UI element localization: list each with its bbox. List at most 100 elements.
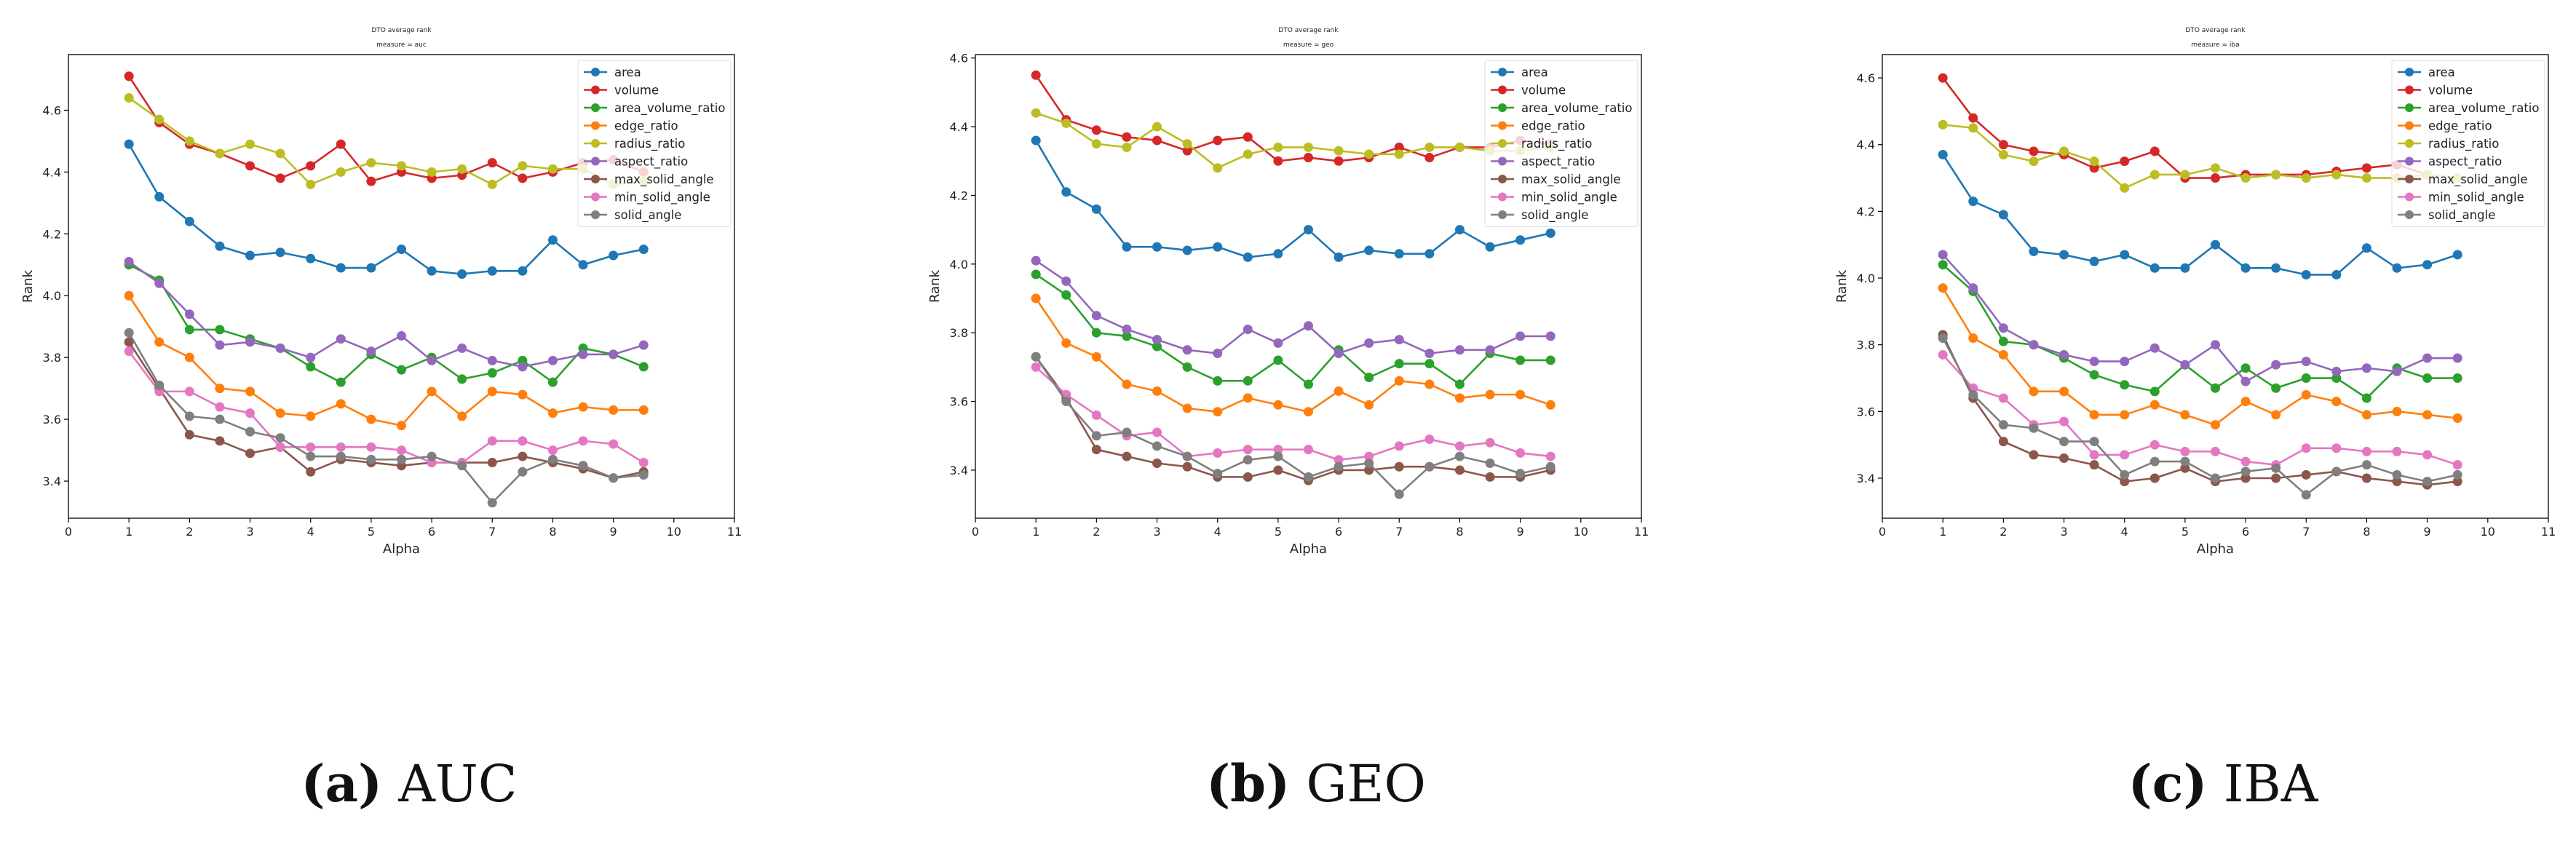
data-point <box>306 451 316 461</box>
x-axis-label: Alpha <box>2197 541 2234 557</box>
legend-label: volume <box>1521 84 1566 98</box>
x-tick-label: 10 <box>1574 525 1588 539</box>
data-point <box>638 405 649 415</box>
data-point <box>2149 473 2160 483</box>
data-point <box>1394 359 1404 369</box>
data-point <box>275 247 285 258</box>
data-point <box>1998 149 2008 159</box>
data-point <box>1213 349 1223 359</box>
data-point <box>547 408 558 418</box>
data-point <box>2211 420 2220 430</box>
legend-marker <box>2405 121 2414 130</box>
data-point <box>215 148 225 159</box>
data-point <box>2089 357 2099 367</box>
data-point <box>2361 446 2371 456</box>
data-point <box>306 411 316 421</box>
data-point <box>1031 135 1041 146</box>
data-point <box>457 343 467 353</box>
data-point <box>1031 108 1041 118</box>
data-point <box>2452 477 2462 487</box>
series-area <box>124 139 649 279</box>
data-point <box>518 161 528 171</box>
data-point <box>638 340 649 350</box>
data-point <box>397 245 406 255</box>
legend-marker <box>1498 175 1507 183</box>
x-tick-label: 6 <box>1335 525 1342 539</box>
data-point <box>1091 311 1101 321</box>
data-point <box>2452 250 2462 260</box>
data-point <box>1213 448 1223 458</box>
data-point <box>1273 142 1283 152</box>
series-radius-ratio <box>124 92 649 189</box>
data-point <box>1333 146 1344 156</box>
data-point <box>457 164 467 174</box>
data-point <box>336 167 346 177</box>
data-point <box>1998 210 2008 220</box>
chart-title: DTO average rank <box>1278 27 1339 34</box>
data-point <box>2059 437 2069 447</box>
y-tick-label: 4.4 <box>950 120 968 134</box>
data-point <box>2211 473 2220 483</box>
legend-marker <box>2405 192 2414 202</box>
series-line <box>128 295 644 427</box>
data-point <box>1364 465 1374 475</box>
data-point <box>154 191 165 202</box>
data-point <box>2211 239 2220 250</box>
data-point <box>2149 170 2160 180</box>
x-tick-label: 0 <box>972 525 979 539</box>
data-point <box>2361 393 2371 403</box>
data-point <box>638 458 649 468</box>
data-point <box>245 161 255 171</box>
legend-box <box>577 60 732 227</box>
y-tick-label: 3.4 <box>950 464 968 477</box>
data-point <box>245 408 255 418</box>
x-tick-label: 0 <box>65 525 72 539</box>
data-point <box>2149 263 2160 273</box>
data-point <box>1394 376 1404 386</box>
series-line <box>128 332 644 504</box>
data-point <box>2271 263 2281 273</box>
data-point <box>427 451 437 461</box>
legend-marker <box>591 121 600 130</box>
data-point <box>1364 400 1374 410</box>
data-point <box>336 334 346 344</box>
series-line <box>1943 123 2458 189</box>
data-point <box>2392 477 2402 487</box>
data-point <box>1454 393 1465 403</box>
data-point <box>1091 328 1101 338</box>
data-point <box>1424 359 1435 369</box>
series-line <box>1942 334 2458 486</box>
data-point <box>2120 477 2130 487</box>
data-point <box>2211 446 2220 456</box>
y-axis-label: Rank <box>20 269 36 303</box>
data-point <box>184 411 194 421</box>
data-point <box>1998 437 2008 447</box>
series-solid-angle <box>1031 352 1555 499</box>
legend-label: aspect_ratio <box>2428 155 2502 170</box>
y-tick-label: 3.6 <box>1857 405 1875 418</box>
data-point <box>215 402 225 412</box>
data-point <box>518 436 528 446</box>
data-point <box>2211 340 2220 350</box>
data-point <box>1938 349 1948 360</box>
data-point <box>1152 335 1162 345</box>
data-point <box>1485 472 1495 482</box>
data-point <box>638 362 649 372</box>
data-point <box>1273 465 1283 475</box>
plot-frame <box>1882 54 2549 519</box>
data-point <box>1273 355 1283 365</box>
x-tick-label: 11 <box>2541 525 2556 539</box>
caption-auc: (a) AUC <box>9 753 809 814</box>
data-point <box>1454 441 1465 451</box>
data-point <box>184 136 194 146</box>
data-point <box>1122 242 1132 252</box>
series-edge-ratio <box>1031 293 1555 417</box>
legend-marker <box>591 103 600 112</box>
series-line <box>1942 154 2458 276</box>
data-point <box>2301 469 2311 480</box>
data-point <box>2120 250 2130 260</box>
series-line <box>1035 298 1551 413</box>
data-point <box>2089 370 2099 380</box>
data-point <box>2059 416 2069 427</box>
legend-label: edge_ratio <box>614 119 678 134</box>
